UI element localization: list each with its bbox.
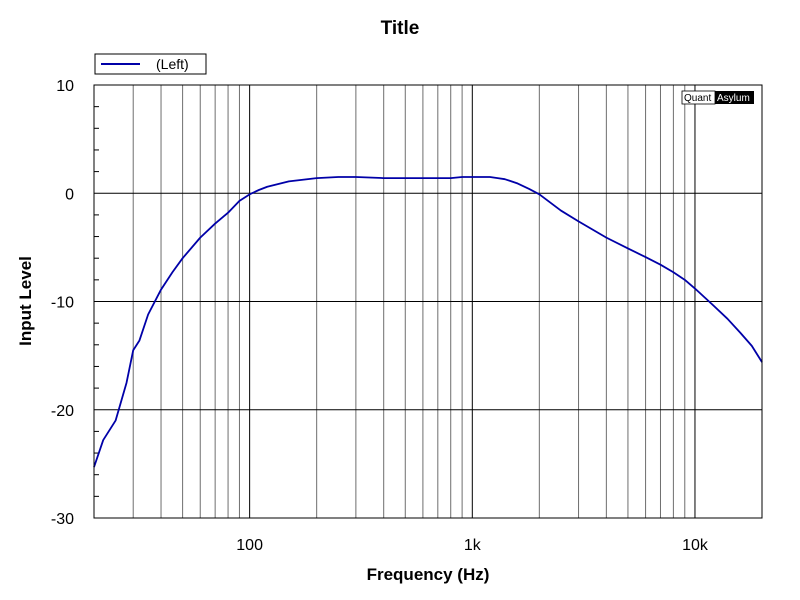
- x-tick-labels: 100 1k 10k: [236, 537, 709, 554]
- x-tick-label: 10k: [682, 537, 709, 554]
- legend-box: [94, 53, 207, 75]
- logo-right-box: [715, 91, 754, 104]
- y-axis-label: Input Level: [16, 256, 35, 346]
- series-line-0: [93, 176, 763, 468]
- logo-text-asylum: Asylum: [717, 93, 750, 104]
- minor-tick-marks: [94, 106, 99, 497]
- x-tick-label: 1k: [464, 537, 482, 554]
- x-tick-label: 100: [236, 537, 263, 554]
- y-tick-label: -10: [51, 295, 74, 312]
- y-tick-labels: 10 0 -10 -20 -30: [51, 78, 74, 528]
- y-tick-label: 0: [65, 186, 74, 203]
- chart-title: Title: [381, 18, 420, 39]
- legend: (Left): [94, 53, 207, 75]
- y-tick-label: 10: [56, 78, 74, 95]
- y-tick-label: -20: [51, 403, 74, 420]
- x-axis-label: Frequency (Hz): [367, 565, 490, 584]
- y-tick-label: -30: [51, 511, 74, 528]
- logo-text-quant: Quant: [684, 93, 711, 104]
- series-layer: [93, 176, 763, 468]
- plot-frame: [93, 84, 763, 519]
- quantasylum-logo: Quant Asylum: [681, 90, 754, 105]
- legend-label: (Left): [156, 56, 189, 72]
